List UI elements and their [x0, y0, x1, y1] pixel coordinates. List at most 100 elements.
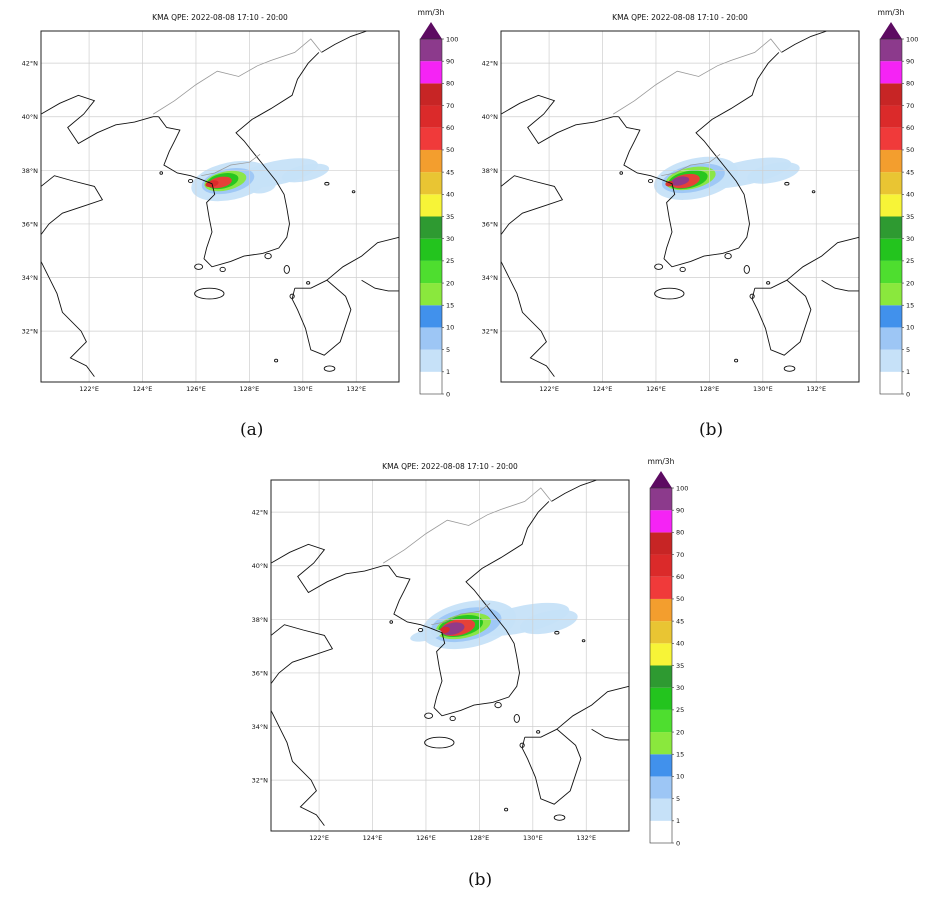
- colorbar-segment: [880, 260, 902, 284]
- colorbar-segment: [650, 665, 672, 688]
- country-border: [382, 487, 552, 564]
- coastline-japan_honshu: [326, 236, 399, 281]
- lat-tick-label: 34°N: [482, 274, 499, 282]
- map-panel-a: KMA QPE: 2022-08-08 17:10 - 20:00 122°E 12…: [0, 0, 470, 410]
- colorbar-tick-label: 80: [906, 80, 914, 88]
- colorbar-tick-label: 25: [676, 706, 684, 714]
- lat-tick-label: 40°N: [252, 562, 269, 570]
- caption-b-bottom: (b): [468, 870, 493, 890]
- colorbar-segment: [650, 732, 672, 755]
- colorbar-segment: [420, 349, 442, 372]
- colorbar-segment: [420, 283, 442, 306]
- island: [264, 252, 272, 260]
- coastline-japan_shikoku: [361, 279, 399, 292]
- lon-tick-label: 124°E: [593, 385, 613, 393]
- island: [274, 358, 279, 363]
- colorbar-segment: [880, 127, 902, 150]
- lon-tick-label: 132°E: [806, 385, 826, 393]
- colorbar-segment: [420, 238, 442, 261]
- island: [323, 365, 336, 372]
- map-frame: [270, 479, 630, 832]
- island: [519, 742, 525, 748]
- colorbar-segment: [880, 194, 902, 217]
- colorbar-segment: [420, 39, 442, 62]
- colorbar-tick-label: 20: [906, 279, 914, 287]
- island: [811, 190, 816, 194]
- colorbar-tick-label: 100: [906, 35, 918, 43]
- colorbar-segment: [650, 621, 672, 644]
- colorbar-tick-label: 30: [446, 235, 454, 243]
- island: [324, 181, 330, 186]
- colorbar-segment: [880, 371, 902, 394]
- colorbar-segment: [420, 127, 442, 150]
- island: [553, 814, 566, 821]
- island: [188, 178, 194, 184]
- lat-tick-label: 32°N: [482, 328, 499, 336]
- colorbar-tick-label: 35: [676, 662, 684, 670]
- coastline-japan_shikoku: [821, 279, 859, 292]
- colorbar-segment: [650, 510, 672, 533]
- colorbar-tick-label: 10: [906, 324, 914, 332]
- coastline-japan_kyushu: [751, 279, 812, 356]
- lon-tick-label: 132°E: [346, 385, 366, 393]
- colorbar-segment: [650, 532, 672, 555]
- island: [619, 171, 624, 175]
- colorbar-tick-label: 60: [446, 124, 454, 132]
- lat-tick-label: 38°N: [482, 167, 499, 175]
- lon-tick-label: 122°E: [539, 385, 559, 393]
- colorbar-unit-label: mm/3h: [648, 457, 675, 466]
- colorbar-segment: [420, 371, 442, 394]
- lon-tick-label: 126°E: [416, 834, 436, 842]
- colorbar-tick-label: 15: [446, 302, 454, 310]
- lat-tick-label: 32°N: [22, 328, 39, 336]
- island: [504, 807, 509, 812]
- colorbar-tick-label: 80: [676, 529, 684, 537]
- island: [679, 266, 686, 273]
- lon-tick-label: 128°E: [700, 385, 720, 393]
- colorbar-segment: [650, 643, 672, 666]
- colorbar-segment: [420, 83, 442, 106]
- lat-tick-label: 40°N: [22, 113, 39, 121]
- coastline-japan_kyushu: [521, 728, 582, 805]
- colorbar-segment: [420, 260, 442, 284]
- island: [749, 293, 755, 299]
- lat-tick-label: 38°N: [22, 167, 39, 175]
- caption-a: (a): [240, 420, 264, 440]
- island: [654, 263, 664, 270]
- coastline-china_south: [271, 710, 325, 826]
- colorbar-segment: [880, 105, 902, 128]
- colorbar-segment: [650, 687, 672, 710]
- colorbar-unit-label: mm/3h: [878, 8, 905, 17]
- island: [494, 701, 502, 709]
- colorbar-tick-label: 30: [676, 684, 684, 692]
- island: [418, 627, 424, 633]
- colorbar-extend-arrow: [880, 22, 902, 39]
- coastline-korea: [158, 52, 320, 268]
- island: [724, 252, 732, 260]
- lat-tick-label: 34°N: [252, 723, 269, 731]
- colorbar-tick-label: 50: [446, 146, 454, 154]
- colorbar-segment: [650, 709, 672, 733]
- colorbar-segment: [880, 238, 902, 261]
- colorbar-tick-label: 40: [446, 191, 454, 199]
- island: [306, 281, 311, 285]
- colorbar-extend-arrow: [650, 471, 672, 488]
- lat-tick-label: 34°N: [22, 274, 39, 282]
- colorbar-segment: [650, 554, 672, 577]
- colorbar-tick-label: 80: [446, 80, 454, 88]
- island: [424, 712, 434, 719]
- island: [283, 264, 290, 274]
- island: [648, 178, 654, 184]
- colorbar-tick-label: 30: [906, 235, 914, 243]
- colorbar-segment: [880, 305, 902, 328]
- colorbar-tick-label: 25: [906, 257, 914, 265]
- colorbar-tick-label: 70: [906, 102, 914, 110]
- colorbar-segment: [650, 754, 672, 777]
- coastline-china_liaodong: [501, 94, 619, 145]
- colorbar-unit-label: mm/3h: [418, 8, 445, 17]
- island: [289, 293, 295, 299]
- lon-tick-label: 122°E: [309, 834, 329, 842]
- lat-tick-label: 36°N: [252, 669, 269, 677]
- lon-tick-label: 126°E: [646, 385, 666, 393]
